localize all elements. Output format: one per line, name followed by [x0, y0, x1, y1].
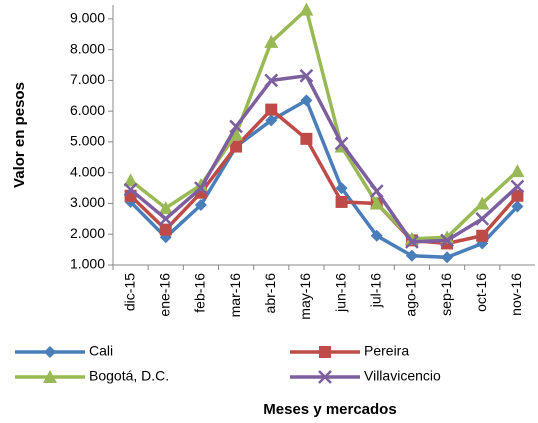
data-point — [265, 114, 278, 127]
y-axis-label: Valor en pesos — [11, 82, 28, 188]
legend-marker — [43, 370, 57, 383]
data-point — [194, 199, 207, 211]
data-point — [229, 119, 243, 134]
data-point — [265, 103, 278, 116]
data-point — [158, 201, 173, 215]
data-point — [264, 73, 279, 88]
x-tick-label: mar-16 — [227, 273, 243, 318]
data-point — [370, 229, 383, 242]
data-point — [194, 181, 208, 195]
legend-label: Villavicencio — [364, 368, 441, 384]
data-point — [335, 195, 348, 208]
data-point — [511, 200, 524, 213]
data-point — [510, 179, 525, 194]
data-point — [510, 164, 525, 178]
x-tick-label: sep-16 — [438, 273, 454, 316]
x-tick-label: dic-15 — [121, 273, 137, 311]
data-point — [475, 196, 490, 210]
y-tick-label: 8.000 — [70, 40, 105, 56]
data-point — [440, 233, 454, 248]
legend-marker — [319, 346, 331, 358]
x-tick-label: feb-16 — [192, 273, 208, 313]
data-point — [193, 178, 208, 191]
data-point — [369, 196, 384, 210]
x-tick-label: abr-16 — [262, 273, 278, 314]
legend-marker — [44, 346, 56, 358]
y-tick-label: 1.000 — [70, 256, 105, 272]
data-point — [476, 229, 489, 242]
data-point — [369, 184, 384, 199]
y-tick-label: 3.000 — [70, 194, 105, 210]
data-point — [299, 68, 314, 83]
x-tick-label: ago-16 — [403, 273, 419, 317]
y-tick-label: 9.000 — [70, 10, 105, 26]
legend-label: Pereira — [364, 343, 409, 359]
data-point — [299, 2, 314, 16]
x-tick-label: jul-16 — [367, 273, 383, 308]
data-point — [159, 223, 172, 236]
y-tick-label: 6.000 — [70, 102, 105, 118]
legend-label: Bogotá, D.C. — [89, 368, 169, 384]
x-tick-label: may-16 — [297, 273, 313, 320]
data-point — [300, 94, 313, 107]
data-point — [123, 173, 138, 187]
x-tick-label: jun-16 — [332, 273, 348, 313]
data-point — [441, 251, 454, 264]
data-point — [511, 189, 524, 202]
data-point — [475, 211, 490, 226]
data-point — [158, 211, 173, 226]
data-point — [335, 182, 348, 195]
series-line — [129, 6, 519, 241]
legend-label: Cali — [89, 343, 113, 359]
legend-marker — [318, 370, 332, 384]
y-tick-label: 4.000 — [70, 163, 105, 179]
data-point — [405, 235, 419, 249]
y-tick-label: 2.000 — [70, 225, 105, 241]
series-line — [129, 97, 519, 260]
data-point — [334, 136, 349, 151]
data-point — [405, 249, 418, 262]
data-point — [264, 34, 279, 48]
data-point — [300, 132, 313, 145]
data-point — [123, 182, 138, 197]
y-tick-label: 5.000 — [70, 133, 105, 149]
x-axis-label: Meses y mercados — [263, 401, 396, 418]
x-tick-label: ene-16 — [156, 273, 172, 317]
data-point — [229, 127, 244, 141]
data-point — [230, 140, 243, 153]
y-tick-label: 7.000 — [70, 71, 105, 87]
x-tick-label: oct-16 — [473, 273, 489, 312]
x-tick-label: nov-16 — [508, 273, 524, 316]
